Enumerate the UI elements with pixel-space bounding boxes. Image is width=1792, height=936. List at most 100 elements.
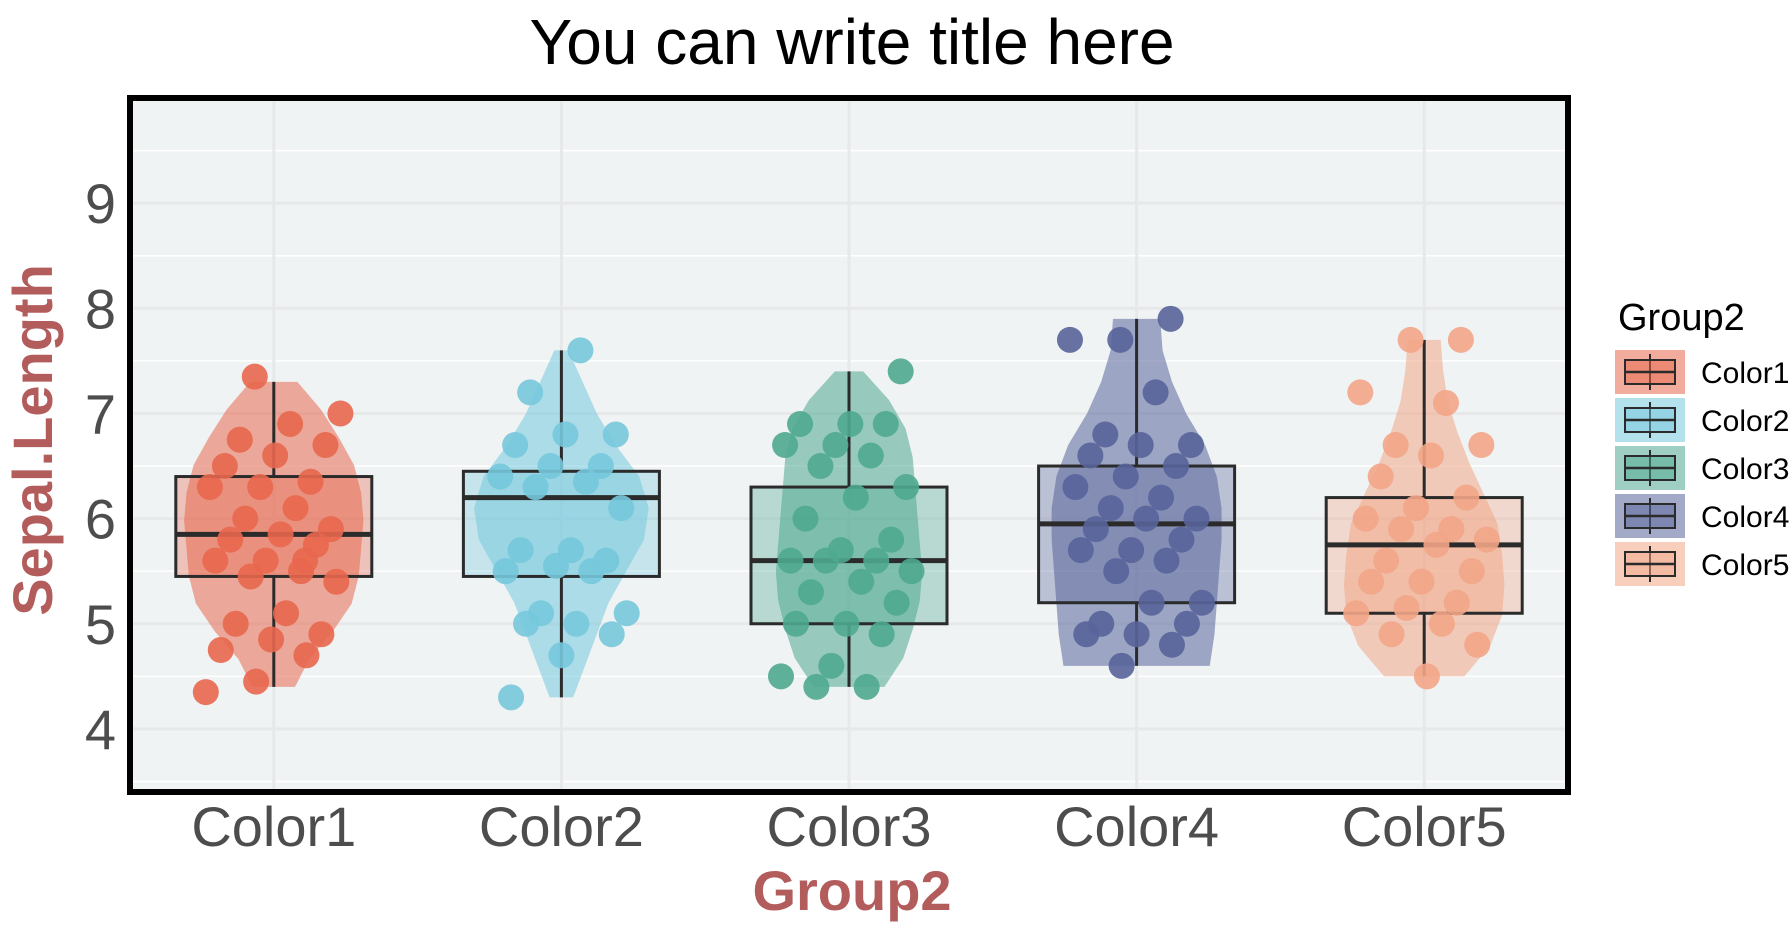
data-point — [872, 410, 899, 437]
data-point — [842, 484, 869, 511]
data-point — [563, 610, 590, 637]
data-point — [1453, 484, 1480, 511]
data-point — [273, 600, 300, 627]
data-point — [202, 547, 229, 574]
data-point — [1127, 432, 1154, 458]
data-point — [1347, 379, 1374, 406]
data-point — [1373, 547, 1400, 574]
jitter-points-layer — [192, 305, 1500, 711]
data-point — [222, 610, 249, 637]
legend-item-color4: Color4 — [1615, 494, 1789, 538]
plot-border — [127, 95, 1571, 795]
data-point — [487, 463, 514, 490]
data-point — [192, 679, 219, 706]
data-point — [327, 400, 354, 427]
data-point — [262, 442, 289, 469]
data-point — [1388, 516, 1415, 543]
data-point — [1447, 326, 1474, 353]
x-axis-ticks: Color1 Color2 Color3 Color4 Color5 — [191, 795, 1506, 858]
data-point — [853, 673, 880, 700]
legend: Color1 Color2 Color3 Color4 Color5 — [1615, 350, 1789, 586]
data-point — [1393, 594, 1420, 621]
data-point — [297, 468, 324, 495]
data-point — [1468, 432, 1495, 458]
data-point — [323, 568, 350, 595]
legend-label: Color1 — [1701, 357, 1789, 390]
data-point — [1163, 453, 1190, 480]
data-point — [1067, 537, 1094, 564]
data-point — [883, 589, 910, 616]
x-tick-label: Color3 — [767, 795, 932, 858]
data-point — [1148, 484, 1175, 511]
data-point — [1464, 631, 1491, 658]
data-point — [1142, 379, 1169, 406]
data-point — [1056, 326, 1083, 353]
data-point — [567, 337, 594, 364]
y-tick-label: 7 — [85, 382, 116, 445]
data-point — [1343, 600, 1370, 627]
data-point — [1438, 516, 1465, 543]
data-point — [1153, 547, 1180, 574]
data-point — [502, 432, 529, 458]
data-point — [1358, 568, 1385, 595]
data-point — [207, 637, 234, 664]
data-point — [293, 642, 320, 669]
data-point — [1097, 495, 1124, 522]
data-point — [1138, 589, 1165, 616]
data-point — [282, 495, 309, 522]
chart-title: You can write title here — [529, 6, 1174, 78]
data-point — [792, 505, 819, 532]
data-point — [1413, 663, 1440, 690]
data-point — [277, 410, 304, 437]
data-point — [522, 474, 549, 501]
data-point — [267, 521, 294, 548]
data-point — [797, 579, 824, 606]
data-point — [247, 474, 274, 501]
data-point — [887, 358, 914, 385]
data-point — [1178, 432, 1204, 458]
data-point — [587, 453, 614, 480]
y-tick-label: 8 — [85, 277, 116, 340]
data-point — [863, 547, 890, 574]
data-point — [787, 410, 814, 437]
x-tick-label: Color4 — [1054, 795, 1219, 858]
data-point — [217, 526, 244, 553]
data-point — [1118, 537, 1145, 564]
data-point — [258, 626, 285, 653]
data-point — [557, 537, 584, 564]
data-point — [1378, 621, 1405, 648]
y-axis-title: Sepal.Length — [1, 264, 64, 616]
data-point — [837, 410, 864, 437]
data-point — [782, 610, 809, 637]
data-point — [1082, 516, 1109, 543]
x-axis-title: Group2 — [752, 859, 951, 922]
data-point — [768, 663, 794, 690]
x-tick-label: Color2 — [479, 795, 644, 858]
data-point — [1108, 652, 1135, 679]
data-point — [1432, 389, 1459, 416]
legend-item-color2: Color2 — [1615, 398, 1789, 442]
data-point — [1458, 558, 1485, 585]
data-point — [602, 421, 629, 448]
y-tick-label: 5 — [85, 593, 116, 656]
data-point — [608, 495, 635, 522]
legend-title: Group2 — [1618, 297, 1745, 339]
y-axis-ticks: 4 5 6 7 8 9 — [85, 172, 116, 761]
data-point — [848, 568, 875, 595]
data-point — [1352, 505, 1379, 532]
data-point — [507, 537, 534, 564]
data-point — [1173, 610, 1200, 637]
data-point — [537, 453, 564, 480]
data-point — [312, 432, 339, 458]
data-point — [492, 558, 519, 585]
data-point — [1473, 526, 1500, 553]
data-point — [1397, 326, 1424, 353]
data-point — [292, 547, 319, 574]
data-point — [1367, 463, 1394, 490]
x-tick-label: Color5 — [1342, 795, 1507, 858]
data-point — [1077, 442, 1104, 469]
data-point — [803, 673, 830, 700]
data-point — [528, 600, 554, 627]
data-point — [777, 547, 804, 574]
violin-color4 — [1051, 318, 1222, 666]
